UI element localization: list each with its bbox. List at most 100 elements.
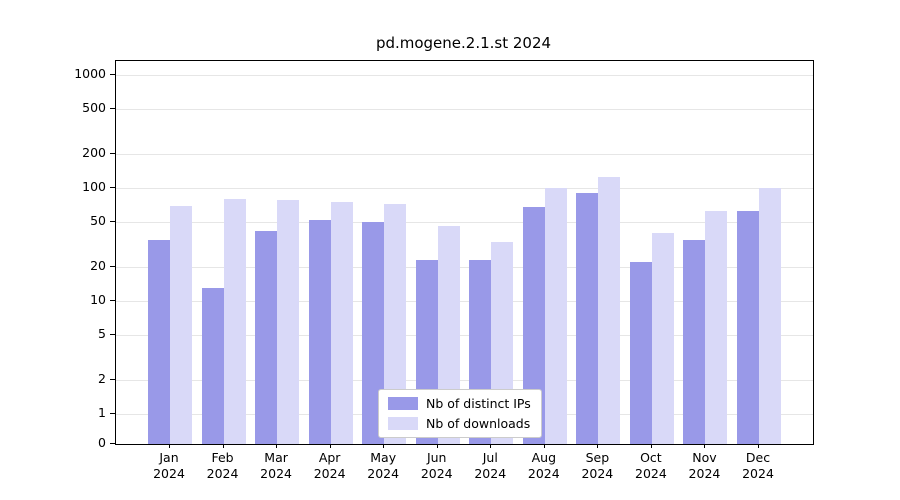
x-tick-month: Jul xyxy=(482,450,498,465)
gridline xyxy=(116,109,813,111)
gridline xyxy=(116,301,813,302)
x-axis-tick-mark xyxy=(169,444,170,448)
bar-distinct-ips-apr xyxy=(308,220,331,444)
legend-label-downloads: Nb of downloads xyxy=(426,416,531,431)
bar-distinct-ips-aug xyxy=(522,206,545,444)
y-axis-tick-mark xyxy=(110,221,115,223)
legend-item-downloads: Nb of downloads xyxy=(388,416,531,431)
y-axis-tick-mark xyxy=(110,334,115,336)
gridline xyxy=(116,188,813,189)
x-axis-tick-label: Nov 2024 xyxy=(674,450,734,482)
bar-downloads-apr xyxy=(330,202,353,444)
x-tick-year: 2024 xyxy=(474,466,507,481)
plot-area: Nb of distinct IPs Nb of downloads xyxy=(115,60,814,445)
x-tick-month: Aug xyxy=(531,450,557,465)
gridline xyxy=(116,379,813,381)
bar-downloads-oct xyxy=(651,232,674,444)
x-axis-tick-mark xyxy=(222,444,224,448)
y-axis-tick-label: 100 xyxy=(82,179,106,194)
x-tick-year: 2024 xyxy=(527,466,560,481)
x-tick-month: Feb xyxy=(211,450,234,465)
x-axis-tick-mark xyxy=(490,444,492,448)
y-axis-tick-label: 20 xyxy=(90,257,106,273)
bar-distinct-ips-mar xyxy=(255,230,278,444)
x-tick-month: Mar xyxy=(264,450,288,465)
x-axis-tick-label: Jul 2024 xyxy=(460,450,520,482)
y-axis-tick-label: 50 xyxy=(90,213,106,229)
legend-swatch-downloads xyxy=(388,417,418,430)
bar-downloads-mar xyxy=(277,200,300,444)
gridline xyxy=(116,153,813,155)
x-tick-year: 2024 xyxy=(367,466,400,481)
bar-downloads-may xyxy=(384,204,407,444)
gridline xyxy=(116,75,813,76)
x-tick-month: Sep xyxy=(585,450,610,465)
x-axis-tick-mark xyxy=(597,444,599,448)
x-tick-year: 2024 xyxy=(260,466,292,481)
y-axis-tick-mark xyxy=(110,443,115,444)
y-axis-tick-label: 1000 xyxy=(74,66,106,81)
x-tick-year: 2024 xyxy=(581,466,614,481)
y-axis-tick-mark xyxy=(110,187,115,188)
x-axis-tick-mark xyxy=(650,444,652,448)
x-tick-month: Apr xyxy=(318,450,341,465)
bar-distinct-ips-may xyxy=(362,222,385,444)
bar-downloads-feb xyxy=(223,198,246,444)
x-axis-tick-label: Apr 2024 xyxy=(300,450,360,482)
y-axis-tick-label: 5 xyxy=(98,326,106,342)
x-tick-month: Jan xyxy=(159,450,179,465)
x-axis-tick-mark xyxy=(383,444,385,448)
gridline xyxy=(116,266,813,268)
x-tick-year: 2024 xyxy=(313,466,346,481)
x-tick-year: 2024 xyxy=(153,466,185,481)
x-tick-month: Oct xyxy=(640,450,662,465)
y-axis-tick-mark xyxy=(110,74,115,75)
bar-distinct-ips-dec xyxy=(737,211,759,444)
y-axis-tick-label: 1 xyxy=(98,405,106,420)
y-axis-tick-label: 500 xyxy=(82,100,106,116)
x-axis-tick-mark xyxy=(758,444,759,448)
bar-downloads-jan xyxy=(170,205,192,444)
x-axis-tick-label: Dec 2024 xyxy=(728,450,788,482)
y-axis-tick-label: 0 xyxy=(98,435,106,450)
x-axis-tick-label: Oct 2024 xyxy=(621,450,681,482)
x-axis-tick-mark xyxy=(329,444,331,448)
y-axis-tick-mark xyxy=(110,265,115,267)
bar-distinct-ips-nov xyxy=(683,239,706,444)
y-axis-tick-mark xyxy=(110,152,115,154)
y-axis-tick-label: 2 xyxy=(98,370,106,386)
legend-item-distinct-ips: Nb of distinct IPs xyxy=(388,396,531,411)
bar-distinct-ips-feb xyxy=(201,288,224,444)
x-axis-tick-label: Mar 2024 xyxy=(246,450,306,482)
x-tick-year: 2024 xyxy=(206,466,239,481)
x-tick-month: May xyxy=(370,450,397,465)
x-axis-tick-label: Jun 2024 xyxy=(407,450,467,482)
chart-title: pd.mogene.2.1.st 2024 xyxy=(375,34,552,52)
x-tick-month: Dec xyxy=(745,450,771,465)
x-axis-tick-label: Sep 2024 xyxy=(567,450,627,482)
y-axis-tick-mark xyxy=(110,300,115,301)
x-tick-month: Jun xyxy=(426,450,447,465)
x-axis-tick-label: May 2024 xyxy=(353,450,413,482)
y-axis-tick-mark xyxy=(110,413,115,414)
gridline xyxy=(116,222,813,224)
x-axis-tick-label: Jan 2024 xyxy=(139,450,199,482)
bar-distinct-ips-jan xyxy=(148,239,170,444)
bar-downloads-aug xyxy=(544,188,567,444)
x-tick-year: 2024 xyxy=(420,466,453,481)
x-tick-year: 2024 xyxy=(635,466,667,481)
x-axis-tick-label: Feb 2024 xyxy=(193,450,253,482)
bar-downloads-dec xyxy=(759,188,781,444)
bar-distinct-ips-sep xyxy=(576,193,599,444)
legend: Nb of distinct IPs Nb of downloads xyxy=(378,389,542,438)
legend-swatch-distinct-ips xyxy=(388,397,418,410)
y-axis-tick-mark xyxy=(110,108,115,110)
y-axis-tick-label: 10 xyxy=(90,292,106,307)
y-axis-tick-mark xyxy=(110,378,115,380)
bar-downloads-nov xyxy=(705,211,728,444)
x-tick-year: 2024 xyxy=(688,466,721,481)
x-axis-tick-mark xyxy=(704,444,706,448)
x-axis-tick-mark xyxy=(276,444,278,448)
gridline xyxy=(116,335,813,337)
